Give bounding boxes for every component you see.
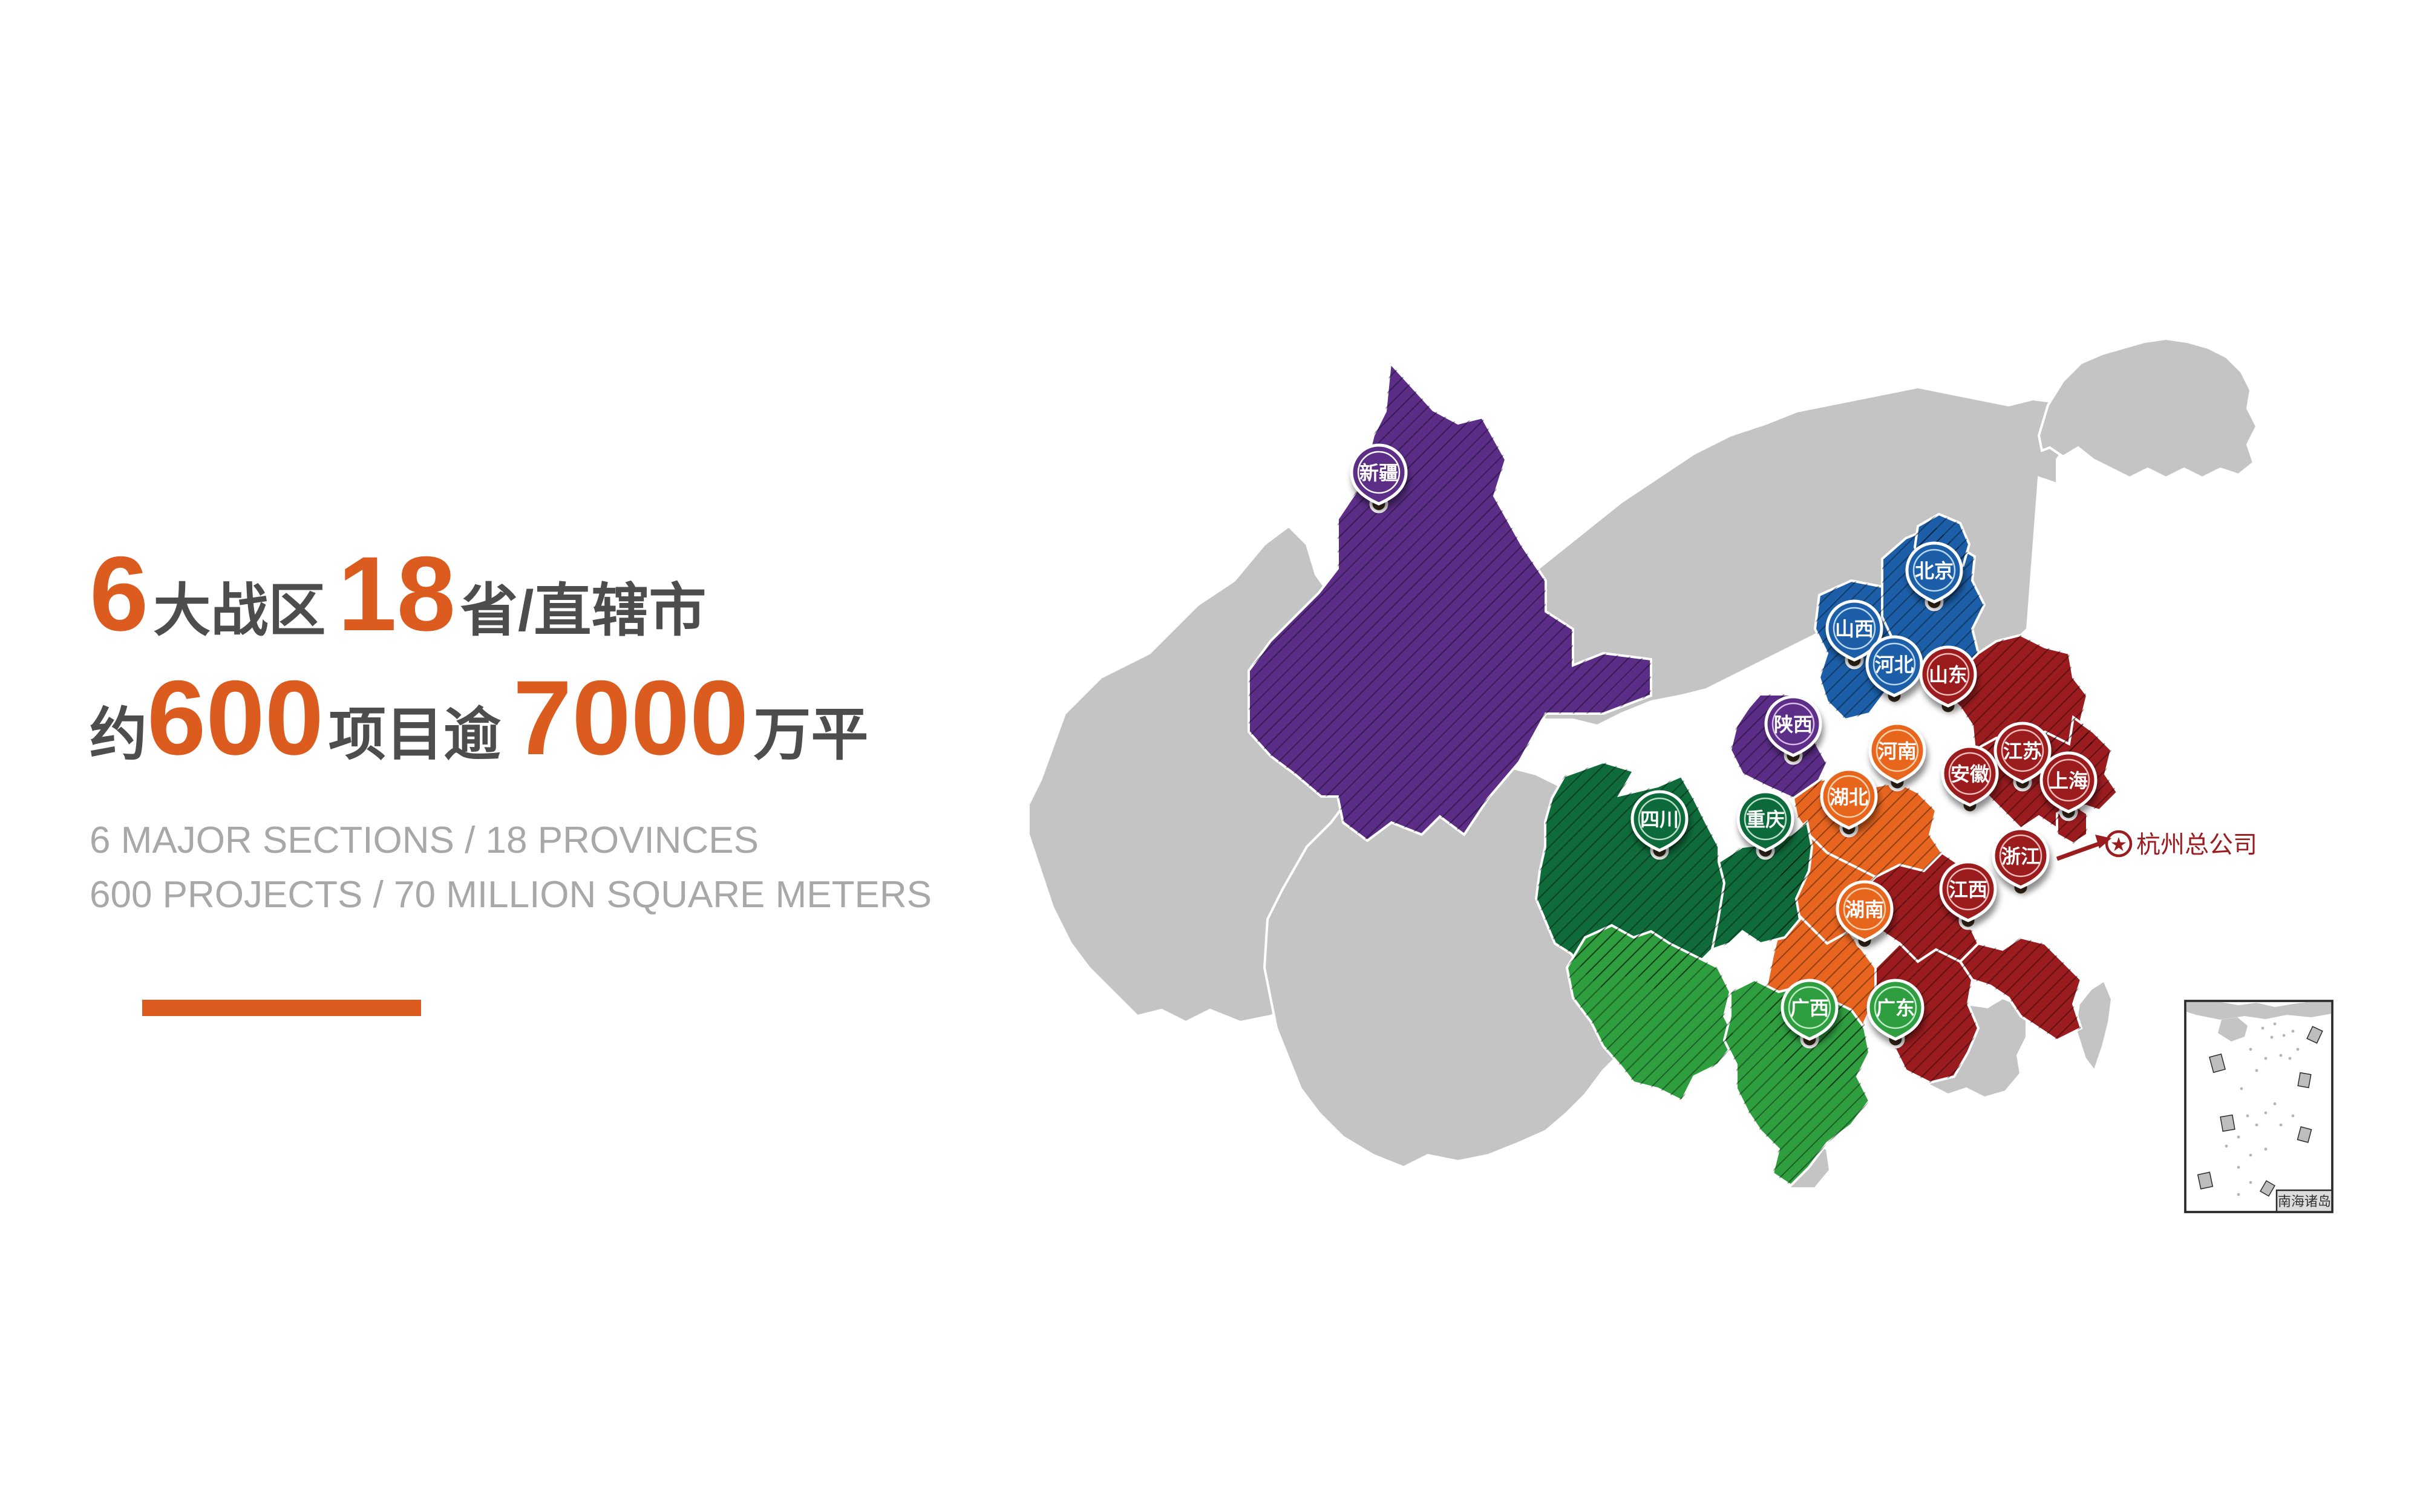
svg-text:上海: 上海 [2049, 770, 2088, 792]
svg-text:南海诸岛: 南海诸岛 [2278, 1194, 2331, 1209]
svg-text:广东: 广东 [1876, 997, 1915, 1019]
svg-text:浙江: 浙江 [2001, 846, 2040, 867]
svg-text:江苏: 江苏 [2003, 740, 2042, 762]
svg-text:北京: 北京 [1915, 560, 1954, 582]
svg-text:河南: 河南 [1878, 740, 1917, 762]
svg-text:广西: 广西 [1790, 997, 1829, 1019]
svg-text:山西: 山西 [1835, 618, 1874, 640]
svg-text:山东: 山东 [1929, 664, 1967, 686]
svg-text:湖北: 湖北 [1830, 786, 1868, 808]
svg-text:新疆: 新疆 [1359, 462, 1398, 484]
svg-text:河北: 河北 [1875, 654, 1914, 676]
svg-text:安徽: 安徽 [1951, 763, 1990, 785]
svg-text:江西: 江西 [1949, 879, 1987, 901]
svg-text:四川: 四川 [1640, 809, 1679, 830]
svg-text:湖南: 湖南 [1845, 899, 1884, 921]
svg-text:陕西: 陕西 [1774, 714, 1813, 735]
svg-text:重庆: 重庆 [1746, 809, 1785, 830]
svg-text:★: ★ [2110, 833, 2128, 855]
svg-text:杭州总公司: 杭州总公司 [2136, 832, 2257, 858]
